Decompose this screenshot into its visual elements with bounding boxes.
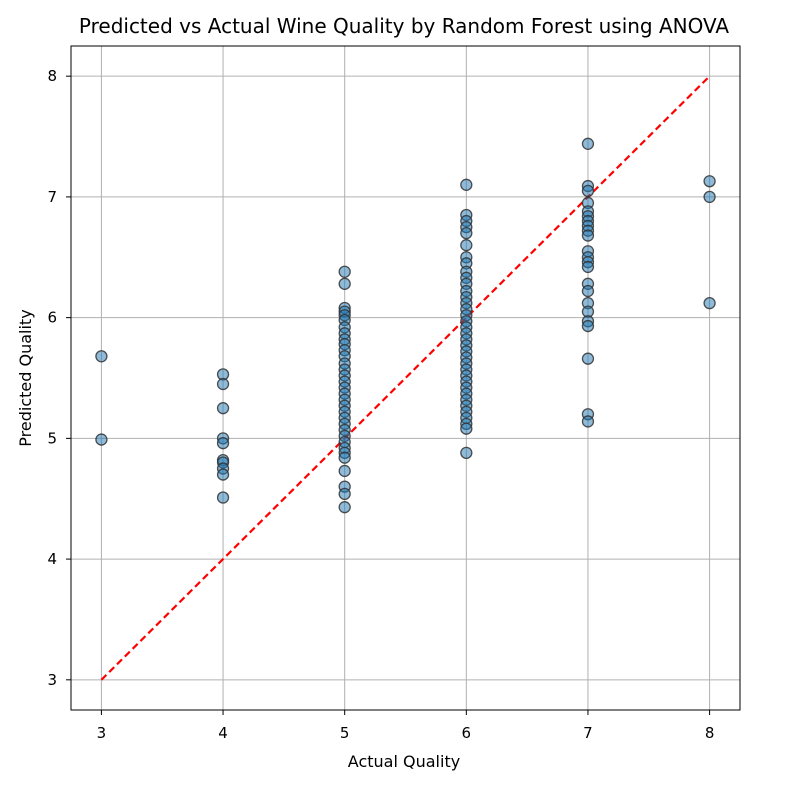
data-point [338,451,351,464]
plot-frame [70,45,741,711]
data-point [216,377,230,391]
y-tick-label: 4 [47,550,57,568]
data-point [95,350,108,363]
data-point [581,184,595,198]
data-point [703,175,716,188]
data-point [460,178,473,191]
y-tick-label: 3 [47,671,57,689]
x-tick-label: 4 [218,724,228,742]
data-point [216,491,230,504]
x-axis-label: Actual Quality [348,752,460,771]
x-ticks: 3 4 5 6 7 8 [97,710,715,742]
data-point [338,501,351,514]
data-point [338,277,351,290]
y-ticks: 3 4 5 6 7 8 [47,67,71,689]
data-point [216,437,230,450]
y-tick-label: 5 [47,429,57,447]
reference-line-group [100,75,711,681]
data-point [216,402,230,415]
data-point [581,137,595,150]
data-point [338,487,351,501]
data-point [581,284,595,298]
x-tick-label: 8 [705,724,715,742]
data-point [216,468,230,481]
data-point [460,422,473,435]
data-point [703,296,716,310]
data-point [460,226,473,240]
x-tick-label: 6 [462,724,472,742]
grid-lines [71,46,740,710]
data-point [338,464,351,478]
data-point [460,239,473,252]
data-point [581,229,595,242]
data-point [95,433,108,446]
data-point [581,415,595,428]
y-axis-label: Predicted Quality [16,309,35,446]
y-tick-label: 7 [47,188,57,206]
data-point [460,446,473,460]
data-point [338,265,351,278]
data-point [581,319,595,333]
x-tick-label: 3 [97,724,107,742]
data-points [95,137,716,514]
y-tick-label: 8 [47,67,57,85]
data-point [581,352,595,365]
data-point [581,260,595,274]
data-point [703,190,716,204]
x-tick-label: 5 [340,724,350,742]
reference-line [100,75,711,681]
x-tick-label: 7 [583,724,593,742]
y-tick-label: 6 [47,309,57,327]
chart-title: Predicted vs Actual Wine Quality by Rand… [79,14,730,38]
